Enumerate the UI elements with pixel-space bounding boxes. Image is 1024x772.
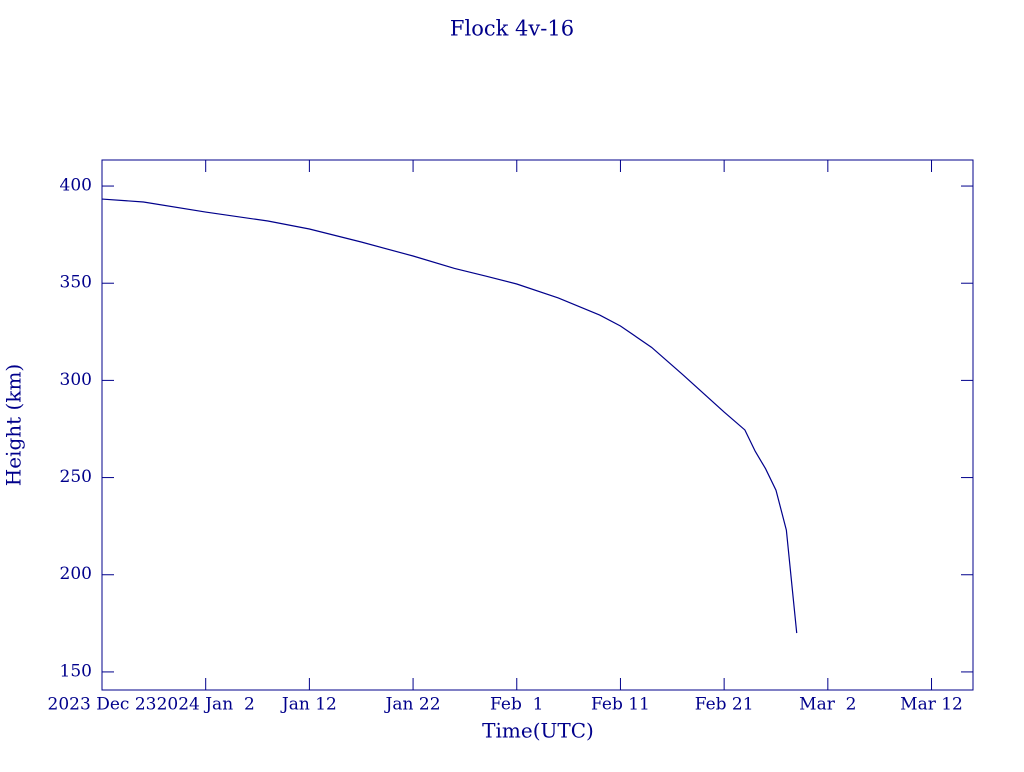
y-axis-label: Height (km)	[2, 364, 26, 486]
chart-title: Flock 4v-16	[450, 17, 574, 41]
x-tick-label: Feb 11	[591, 695, 650, 715]
y-tick-label: 400	[60, 176, 92, 196]
x-tick-label: Feb 1	[490, 695, 543, 715]
y-tick-label: 350	[60, 273, 92, 293]
line-series	[101, 198, 798, 634]
x-tick-label: Feb 21	[695, 695, 754, 715]
x-tick-label: Jan 12	[280, 695, 337, 715]
y-tick-label: 150	[60, 661, 92, 681]
y-tick-label: 250	[60, 467, 92, 487]
x-axis-label: Time(UTC)	[482, 719, 594, 743]
y-tick-label: 200	[60, 564, 92, 584]
x-tick-label: 2024 Jan 2	[157, 695, 255, 715]
plot-frame	[101, 159, 974, 691]
y-tick-label: 300	[60, 370, 92, 390]
x-tick-label: Mar 2	[799, 695, 856, 715]
x-tick-label: 2023 Dec 23	[48, 695, 157, 715]
x-tick-label: Jan 22	[384, 695, 441, 715]
x-tick-label: Mar 12	[900, 695, 963, 715]
